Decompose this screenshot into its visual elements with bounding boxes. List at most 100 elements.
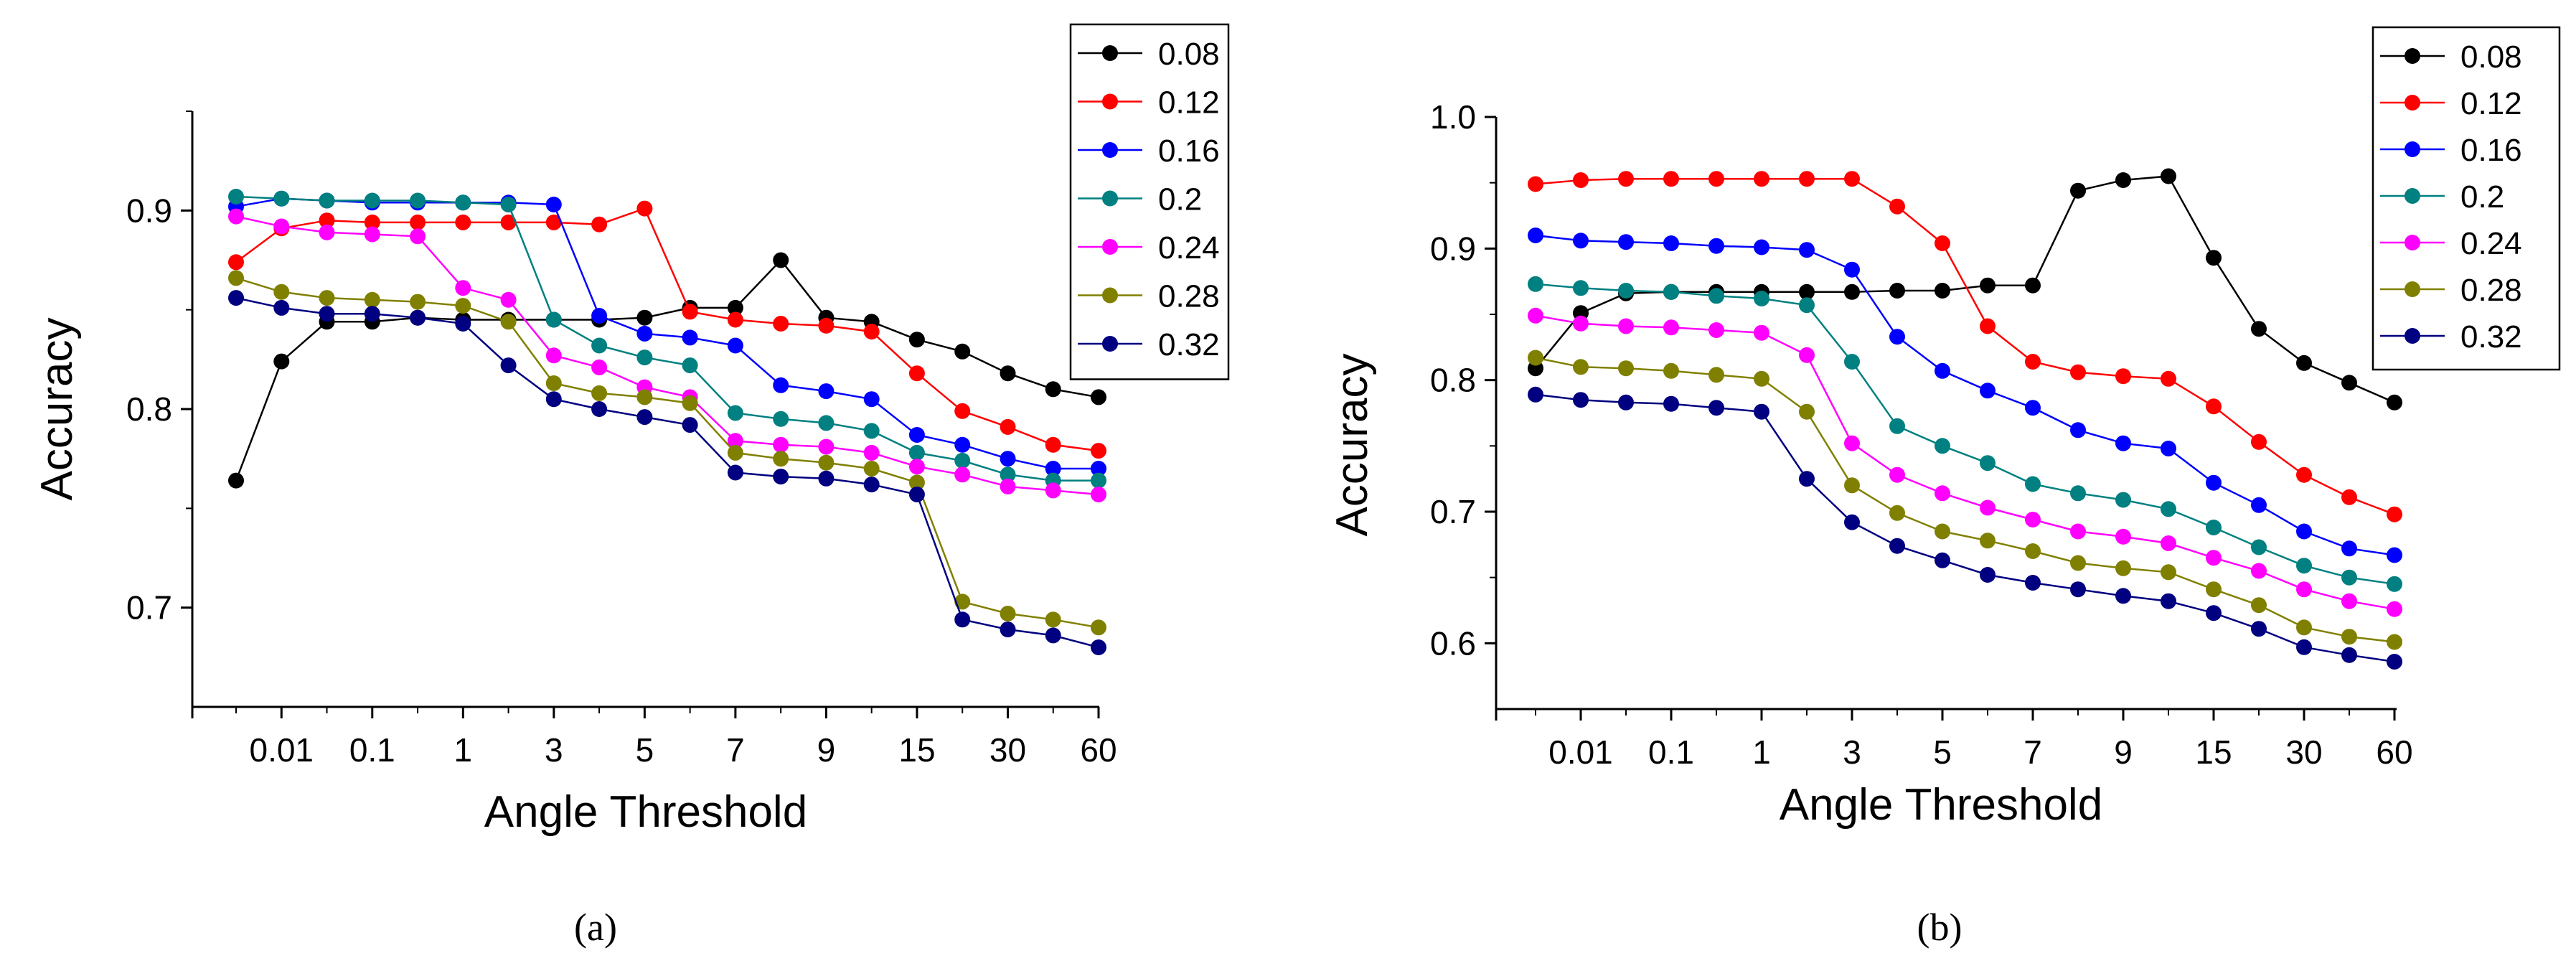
data-point: [2206, 550, 2222, 566]
legend-frame: [1069, 23, 1230, 380]
legend-label: 0.28: [2460, 273, 2522, 308]
data-point: [1799, 297, 1815, 314]
data-point: [1799, 347, 1815, 363]
data-point: [1799, 242, 1815, 258]
data-point: [1528, 176, 1543, 192]
data-point: [2070, 182, 2086, 199]
data-point: [1980, 499, 1996, 516]
data-point: [1528, 307, 1543, 324]
data-point: [2115, 560, 2131, 576]
data-point: [500, 291, 517, 308]
data-point: [228, 208, 244, 225]
data-point: [2115, 588, 2131, 604]
y-tick-label: 0.9: [1430, 230, 1476, 267]
data-point: [818, 415, 835, 431]
data-point: [954, 466, 971, 483]
data-point: [1935, 235, 1950, 251]
data-point: [1754, 324, 1769, 341]
data-point: [636, 325, 653, 342]
x-tick-label: 1: [1752, 733, 1771, 771]
data-point: [818, 470, 835, 487]
data-point: [2251, 621, 2267, 637]
data-point: [863, 423, 880, 439]
x-tick-label: 5: [636, 731, 654, 769]
data-point: [1980, 455, 1996, 472]
legend-marker: [1102, 336, 1118, 352]
x-tick-label: 60: [2376, 733, 2412, 771]
data-point: [2115, 435, 2131, 451]
data-point: [319, 224, 335, 240]
data-point: [319, 192, 335, 209]
legend-label: 0.08: [1158, 37, 1220, 72]
data-point: [1935, 283, 1950, 299]
data-point: [1091, 443, 1106, 459]
data-point: [1091, 487, 1106, 502]
data-point: [1844, 171, 1860, 187]
data-point: [682, 357, 698, 374]
data-point: [1000, 621, 1016, 638]
data-point: [364, 214, 380, 230]
data-point: [1091, 472, 1106, 489]
data-point: [954, 452, 971, 469]
data-point: [2161, 564, 2176, 581]
y-axis-title: Accuracy: [1327, 354, 1377, 537]
data-point: [2025, 400, 2041, 416]
x-tick-label: 15: [2195, 733, 2232, 771]
data-point: [1618, 234, 1634, 250]
data-point: [773, 451, 789, 467]
data-point: [2115, 492, 2131, 508]
series-0.12: [1528, 171, 2402, 522]
data-point: [1889, 198, 1905, 215]
legend-label: 0.2: [2460, 179, 2504, 215]
data-point: [591, 337, 608, 354]
legend-marker: [1102, 142, 1118, 158]
data-point: [1045, 436, 1061, 453]
data-point: [545, 375, 562, 391]
x-tick-label: 30: [2285, 733, 2322, 771]
legend-marker: [1102, 93, 1118, 110]
data-point: [954, 594, 971, 610]
data-point: [1573, 359, 1589, 375]
data-point: [2251, 597, 2267, 614]
data-point: [591, 308, 608, 324]
legend: 0.08 0.12 0.16 0.2 0.24 0.28 0.32: [2371, 26, 2561, 371]
data-point: [908, 444, 925, 461]
data-point: [2161, 441, 2176, 456]
y-axis-title: Accuracy: [32, 318, 82, 501]
data-point: [319, 306, 335, 322]
legend-label: 0.32: [1158, 327, 1220, 362]
data-point: [2025, 575, 2041, 591]
data-point: [2251, 497, 2267, 513]
data-point: [2296, 581, 2312, 598]
data-point: [2387, 654, 2402, 670]
legend-marker: [2405, 141, 2420, 157]
data-point: [2206, 398, 2222, 415]
data-point: [364, 226, 380, 243]
x-tick-label: 3: [545, 731, 563, 769]
data-point: [2025, 543, 2041, 559]
series-line: [1535, 314, 2395, 610]
data-point: [1528, 350, 1543, 366]
legend-label: 0.24: [1158, 230, 1220, 266]
data-point: [2251, 563, 2267, 579]
series-line: [235, 195, 1099, 482]
data-point: [2115, 528, 2131, 545]
legend-marker: [2405, 188, 2420, 204]
data-point: [1618, 394, 1634, 411]
data-point: [1000, 451, 1016, 467]
legend-marker: [1102, 190, 1118, 207]
x-tick-label: 7: [726, 731, 745, 769]
data-point: [1980, 383, 1996, 399]
data-point: [1091, 619, 1106, 636]
data-point: [228, 290, 244, 306]
data-point: [2296, 619, 2312, 636]
data-point: [2115, 172, 2131, 188]
data-point: [1528, 227, 1543, 243]
series-0.08: [1528, 168, 2402, 411]
data-point: [1618, 283, 1634, 299]
data-point: [410, 294, 426, 310]
data-point: [1045, 611, 1061, 628]
legend-label: 0.12: [2460, 86, 2522, 121]
data-point: [1889, 283, 1905, 299]
x-tick-label: 9: [2114, 733, 2133, 771]
